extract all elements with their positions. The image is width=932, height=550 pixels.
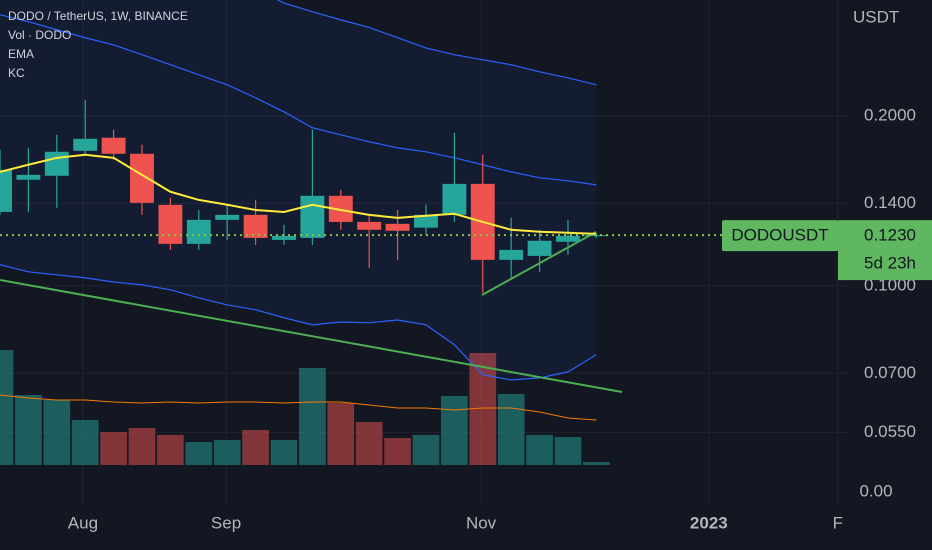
trendline: [0, 279, 623, 393]
candle-body: [243, 214, 268, 238]
volume-bar: [526, 435, 553, 465]
x-tick-label: Sep: [211, 513, 241, 532]
candle-body: [0, 169, 12, 212]
volume-ma-line: [0, 394, 597, 421]
candle-body: [215, 214, 240, 220]
candle-body: [300, 195, 325, 238]
volume-bar: [412, 435, 440, 465]
candle-body: [385, 223, 410, 231]
volume-bar: [213, 440, 241, 465]
price-badge: [838, 220, 932, 281]
volume-bar: [15, 395, 42, 465]
kc-fill: [0, 0, 597, 381]
volume-bar: [270, 440, 298, 465]
volume-bar: [71, 420, 99, 465]
y-tick-label: 0.0550: [864, 422, 916, 441]
candle-body: [101, 137, 126, 154]
x-tick-label: F: [833, 513, 843, 532]
ema-line: [0, 153, 597, 235]
candle-body: [328, 195, 353, 222]
kc-basis: [0, 14, 597, 186]
kc-legend: KC: [8, 66, 25, 80]
candle-body: [357, 221, 382, 230]
kc-upper: [276, 0, 597, 86]
volume-bar: [384, 438, 411, 465]
currency-label: USDT: [853, 7, 899, 26]
volume-bar: [497, 394, 525, 465]
last-price-label: 0.1230: [864, 226, 916, 245]
volume-bar: [0, 350, 14, 465]
x-tick-label: 2023: [690, 513, 728, 532]
volume-bar: [242, 430, 269, 465]
candle-body: [584, 235, 609, 237]
candle-body: [130, 153, 154, 203]
volume-bar: [327, 403, 355, 465]
candle-body: [44, 151, 69, 176]
volume-bar: [128, 428, 156, 465]
volume-axis-label: 0.00: [859, 481, 892, 500]
candle-body: [499, 249, 524, 260]
candle-body: [414, 214, 438, 228]
volume-legend: Vol · DODO: [8, 28, 71, 42]
candle-body: [186, 219, 211, 244]
x-tick-label: Nov: [466, 513, 497, 532]
y-tick-label: 0.1400: [864, 193, 916, 212]
countdown-label: 5d 23h: [864, 254, 916, 273]
volume-bar: [299, 368, 326, 465]
plot-area: [0, 0, 722, 465]
volume-bar: [185, 442, 213, 465]
volume-bar: [355, 422, 383, 465]
volume-bar: [554, 437, 582, 465]
volume-bar: [100, 432, 127, 465]
chart-title: DODO / TetherUS, 1W, BINANCE: [8, 9, 188, 23]
y-tick-label: 0.2000: [864, 105, 916, 124]
candle-body: [73, 138, 98, 151]
candle-body: [527, 240, 552, 256]
symbol-badge: [722, 220, 838, 252]
volume-bar: [583, 462, 610, 465]
candle-body: [16, 174, 41, 180]
symbol-label: DODOUSDT: [731, 226, 828, 245]
candle-body: [442, 183, 467, 215]
grid: [0, 0, 848, 505]
y-tick-label: 0.0700: [864, 363, 916, 382]
x-tick-label: Aug: [68, 513, 98, 532]
volume-bar: [43, 400, 71, 465]
candle-body: [158, 204, 183, 244]
volume-bar: [441, 396, 468, 465]
volume-bar: [157, 435, 184, 465]
candle-body: [272, 235, 296, 240]
candle-body: [556, 235, 580, 242]
ema-legend: EMA: [8, 47, 34, 61]
kc-lower: [0, 264, 597, 381]
